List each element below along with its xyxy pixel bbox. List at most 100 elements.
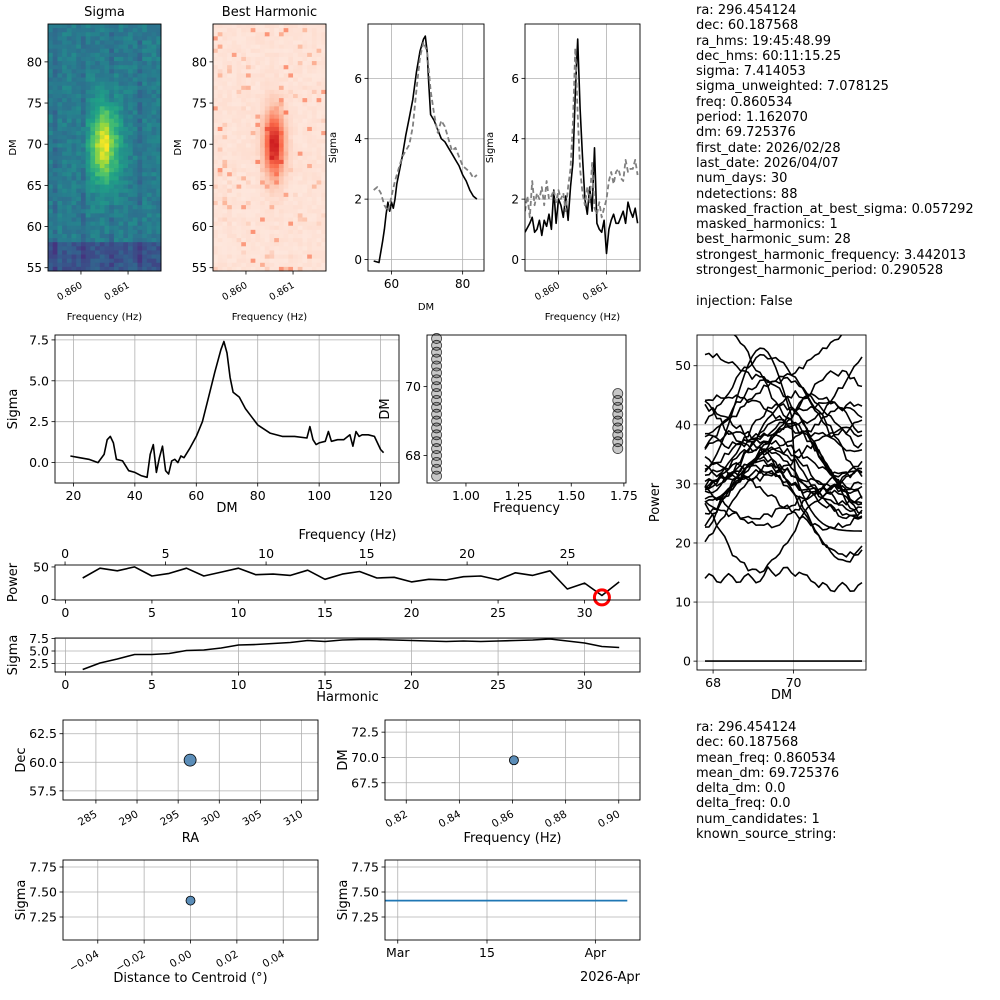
x-axis-label: Frequency (Hz): [67, 312, 143, 323]
chart-sigma_vs_freq_zoom: 0.860 0.861 0 2 4 6 Frequency (Hz) Sigma: [485, 23, 641, 323]
power-curve: [704, 401, 863, 447]
series-solid: [373, 35, 478, 264]
x-tick-label: 70: [786, 675, 802, 690]
x-tick-label: 1.00: [452, 488, 480, 503]
info-line: ra_hms: 19:45:48.99: [696, 33, 832, 49]
y-tick-label: 0: [511, 253, 519, 267]
x-tick-label: Apr: [585, 945, 607, 960]
y-tick-label: 5.0: [29, 644, 49, 659]
x-axis-label: Frequency (Hz): [232, 312, 308, 323]
chart-power_vs_harmonic: 0 5 10 15 20 25 30 0 50 Power 0 5 10 15 20 25 Frequency …: [6, 528, 641, 620]
info-line: last_date: 2026/04/07: [696, 155, 839, 171]
y-tick-label: 60.0: [29, 755, 57, 770]
y-tick-label: 2: [511, 193, 519, 207]
x-tick-label: 100: [307, 488, 331, 503]
x-tick-label: 0.861: [102, 280, 131, 303]
x-tick-label: 0: [61, 605, 69, 620]
axes-frame: [47, 23, 162, 272]
x-tick-label: 0.04: [260, 948, 287, 970]
info-line: injection: False: [696, 293, 793, 309]
info-line: dec: 60.187568: [696, 18, 799, 34]
x-axis-label: DM: [771, 688, 792, 703]
top-x-tick-label: 15: [359, 546, 375, 561]
chart-sigma_map: 0.860 0.861 55 60 65 70 75 80 Frequency (Hz) DM Si…: [8, 5, 162, 323]
y-axis-label: DM: [173, 139, 184, 155]
x-tick-label: 0.88: [543, 808, 569, 830]
x-tick-label: 10: [231, 605, 247, 620]
sigma-line: [82, 638, 620, 671]
power-curve: [704, 335, 843, 384]
y-tick-label: 57.5: [29, 783, 57, 798]
y-tick-label: 7.25: [351, 910, 379, 925]
info-line: ndetections: 88: [696, 186, 798, 202]
x-tick-label: 290: [117, 808, 140, 828]
x-tick-label: 0.861: [267, 280, 296, 303]
info-line: best_harmonic_sum: 28: [696, 232, 851, 248]
y-tick-label: 7.5: [29, 332, 49, 347]
detection-point: [431, 333, 442, 344]
y-tick-label: 6: [354, 72, 362, 86]
power-curve: [704, 394, 863, 438]
chart-power_vs_dm: 68 70 0 10 20 30 40 50 DM Power: [648, 334, 867, 703]
power-curve: [704, 353, 863, 453]
y-tick-label: 0: [41, 592, 49, 607]
info-line: first_date: 2026/02/28: [696, 140, 841, 156]
power-curve: [704, 484, 863, 520]
x-tick-label: 25: [490, 605, 506, 620]
axes-frame: [426, 334, 627, 484]
x-axis-label: RA: [182, 831, 200, 846]
x-axis-label: Frequency (Hz): [545, 312, 621, 323]
chart-dm_vs_frequency: 1.00 1.25 1.50 1.75 68 70 Frequency DM: [378, 333, 638, 516]
x-tick-label: 68: [705, 675, 721, 690]
y-tick-label: 40: [675, 417, 691, 432]
info-line: ra: 296.454124: [696, 720, 797, 735]
x-tick-label: 0.860: [220, 280, 249, 303]
info-line: freq: 0.860534: [696, 94, 793, 110]
y-tick-label: 0.0: [29, 455, 49, 470]
x-axis-label: Distance to Centroid (°): [113, 971, 267, 986]
top-x-tick-label: 10: [258, 546, 274, 561]
x-tick-label: 40: [127, 488, 143, 503]
y-tick-label: 75: [27, 97, 42, 111]
top-x-tick-label: 5: [162, 546, 170, 561]
power-curve: [704, 446, 863, 506]
info-line: period: 1.162070: [696, 110, 808, 126]
axes-frame: [54, 637, 641, 673]
info-line: dec: 60.187568: [696, 735, 799, 751]
candidate-point: [185, 895, 196, 906]
y-tick-label: 4: [511, 132, 519, 146]
y-tick-label: 2.5: [29, 414, 49, 429]
x-tick-label: 20: [65, 488, 81, 503]
info-line: dec_hms: 60:11:15.25: [696, 48, 842, 64]
x-tick-label: 30: [577, 605, 593, 620]
info-line: delta_dm: 0.0: [696, 781, 786, 797]
axes-frame: [62, 859, 319, 941]
power-curve: [704, 469, 863, 563]
x-tick-label: 0.860: [533, 280, 562, 303]
chart-ra_dec: 285 290 295 300 305 310 57.5 60.0 62.5 RA Dec: [14, 719, 319, 846]
info-line: sigma: 7.414053: [696, 64, 806, 80]
y-tick-label: 7.5: [29, 631, 49, 646]
info-line: [696, 278, 974, 293]
axes-frame: [54, 334, 400, 484]
y-tick-label: 10: [675, 595, 691, 610]
chart-best_harmonic_map: 0.860 0.861 55 60 65 70 75 80 Frequency (Hz) DM Be…: [173, 5, 327, 323]
x-tick-label: 15: [317, 605, 333, 620]
top-x-tick-label: 20: [459, 546, 475, 561]
x-tick-label: 0.861: [581, 280, 610, 303]
power-curve: [704, 489, 863, 574]
power-curve: [704, 425, 863, 519]
y-tick-label: 72.5: [351, 725, 379, 740]
x-tick-label: 5: [148, 677, 156, 692]
chart-sigma_vs_distance: −0.04 −0.02 0.00 0.02 0.047.257.507.75Distan…: [14, 859, 319, 986]
info-line: strongest_harmonic_frequency: 3.442013: [696, 247, 966, 263]
x-tick-label: 25: [490, 677, 506, 692]
y-tick-label: 80: [27, 55, 42, 69]
axes-frame: [384, 719, 641, 801]
x-tick-label: 20: [404, 677, 420, 692]
y-tick-label: 20: [675, 535, 691, 550]
x-tick-label: 1.75: [610, 488, 638, 503]
y-tick-label: 60: [192, 220, 207, 234]
y-axis-label: Sigma: [336, 880, 351, 921]
x-tick-label: 0: [61, 677, 69, 692]
